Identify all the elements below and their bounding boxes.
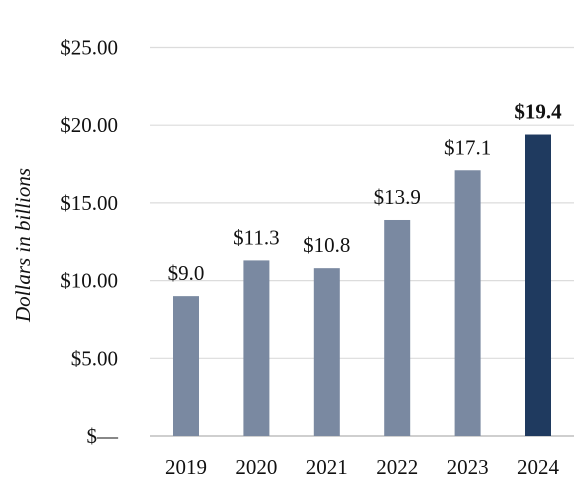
- x-tick-label-2021: 2021: [306, 455, 348, 479]
- y-axis-title: Dollars in billions: [11, 168, 35, 323]
- y-tick-label: $25.00: [60, 36, 118, 60]
- data-labels: $9.0 $11.3 $10.8 $13.9 $17.1 $19.4: [168, 100, 563, 286]
- y-tick-label: $5.00: [71, 346, 118, 370]
- data-label-2020: $11.3: [233, 225, 279, 249]
- data-label-2024: $19.4: [514, 100, 562, 124]
- bar-2019: [173, 296, 199, 436]
- data-label-2023: $17.1: [444, 135, 491, 159]
- bar-2023: [454, 170, 481, 437]
- data-label-2021: $10.8: [303, 233, 350, 257]
- bar-2020: [243, 260, 270, 436]
- gridlines: [150, 46, 574, 437]
- y-tick-label: $—: [87, 424, 120, 448]
- data-label-2019: $9.0: [168, 261, 205, 285]
- bar-2024: [525, 134, 551, 437]
- bar-2021: [313, 268, 340, 436]
- y-tick-label: $20.00: [60, 113, 118, 137]
- data-label-2022: $13.9: [374, 185, 421, 209]
- bar-2022: [384, 219, 411, 436]
- x-tick-label-2020: 2020: [235, 455, 277, 479]
- y-tick-label: $15.00: [60, 191, 118, 215]
- x-tick-label-2023: 2023: [447, 455, 489, 479]
- bars: [173, 134, 551, 437]
- x-tick-label-2022: 2022: [376, 455, 418, 479]
- y-tick-label: $10.00: [60, 269, 118, 293]
- x-tick-label-2019: 2019: [165, 455, 207, 479]
- x-axis-ticks: 2019 2020 2021 2022 2023 2024: [165, 455, 560, 479]
- x-tick-label-2024: 2024: [517, 455, 560, 479]
- y-axis-ticks: $— $5.00 $10.00 $15.00 $20.00 $25.00: [60, 36, 119, 449]
